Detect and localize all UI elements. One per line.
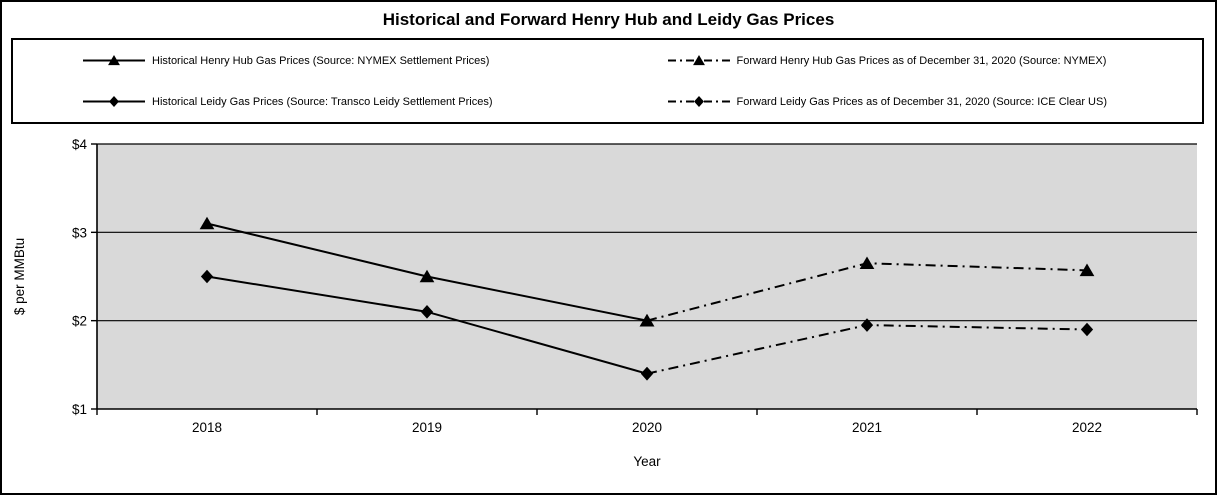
plot-area bbox=[97, 144, 1197, 409]
data-point-marker bbox=[199, 216, 215, 230]
legend-label: Historical Henry Hub Gas Prices (Source:… bbox=[152, 54, 490, 67]
data-point-marker bbox=[200, 269, 214, 284]
y-axis-tick-label: $3 bbox=[72, 225, 87, 240]
legend: Historical Henry Hub Gas Prices (Source:… bbox=[11, 38, 1204, 124]
data-point-marker bbox=[859, 256, 875, 270]
legend-label: Forward Henry Hub Gas Prices as of Decem… bbox=[736, 54, 1107, 67]
data-point-marker bbox=[1080, 322, 1094, 337]
legend-item-historical-leidy: Historical Leidy Gas Prices (Source: Tra… bbox=[13, 95, 608, 108]
price-chart: $1 $2 $3 $4 2018 2019 2020 2021 2022 Year $ per MM… bbox=[12, 137, 1198, 469]
data-point-marker bbox=[860, 318, 874, 332]
dashdot-line-triangle-marker-icon bbox=[667, 55, 730, 66]
x-axis-tick-label: 2022 bbox=[1072, 420, 1102, 435]
legend-marker-glyph bbox=[109, 96, 119, 107]
legend-marker-glyph bbox=[693, 96, 704, 107]
legend-item-forward-leidy: Forward Leidy Gas Prices as of December … bbox=[608, 95, 1203, 108]
x-axis-tick-label: 2019 bbox=[412, 420, 442, 435]
solid-line-diamond-marker-icon bbox=[83, 96, 145, 107]
y-axis-tick-label: $4 bbox=[72, 137, 88, 152]
legend-item-historical-henry-hub: Historical Henry Hub Gas Prices (Source:… bbox=[13, 54, 608, 67]
legend-label: Forward Leidy Gas Prices as of December … bbox=[736, 95, 1107, 108]
data-point-marker bbox=[1079, 263, 1095, 277]
data-point-marker bbox=[639, 313, 655, 327]
x-axis-tick-label: 2020 bbox=[632, 420, 662, 435]
x-axis-tick-label: 2018 bbox=[192, 420, 222, 435]
x-axis-title: Year bbox=[633, 454, 661, 469]
legend-item-forward-henry-hub: Forward Henry Hub Gas Prices as of Decem… bbox=[608, 54, 1203, 67]
data-point-marker bbox=[419, 269, 435, 283]
y-axis-title: $ per MMBtu bbox=[12, 238, 27, 315]
y-axis-tick-label: $2 bbox=[72, 314, 87, 329]
legend-marker-glyph bbox=[108, 55, 120, 66]
x-axis-tick-label: 2021 bbox=[852, 420, 882, 435]
y-axis-tick-label: $1 bbox=[72, 402, 87, 417]
legend-marker-glyph bbox=[692, 55, 705, 66]
data-point-marker bbox=[420, 305, 434, 319]
data-point-marker bbox=[640, 366, 654, 381]
solid-line-triangle-marker-icon bbox=[83, 55, 145, 66]
dashdot-line-diamond-marker-icon bbox=[667, 96, 730, 107]
legend-label: Historical Leidy Gas Prices (Source: Tra… bbox=[152, 95, 493, 108]
chart-title: Historical and Forward Henry Hub and Lei… bbox=[382, 10, 835, 29]
